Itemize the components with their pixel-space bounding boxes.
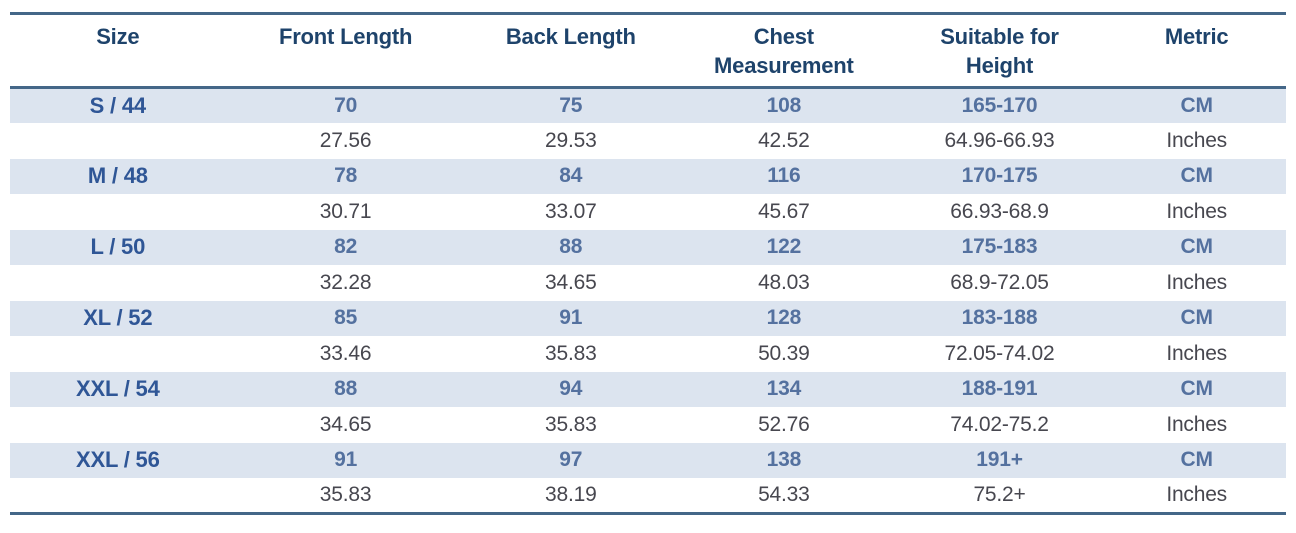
header-chest-measurement: Chest Measurement: [676, 13, 892, 89]
cell-size: [10, 194, 226, 230]
cell-front-length: 33.46: [225, 336, 466, 372]
row-l50-inches: 32.28 34.65 48.03 68.9-72.05 Inches: [10, 265, 1286, 301]
cell-size: [10, 336, 226, 372]
cell-size: [10, 123, 226, 159]
cell-metric: CM: [1107, 229, 1286, 265]
cell-height: 175-183: [891, 229, 1108, 265]
cell-height: 72.05-74.02: [891, 336, 1108, 372]
cell-chest: 42.52: [676, 123, 892, 159]
cell-back-length: 38.19: [465, 478, 677, 514]
size-chart: Size Front Length Back Length Chest Meas…: [10, 12, 1286, 515]
cell-chest: 138: [676, 442, 892, 478]
cell-back-length: 75: [465, 87, 677, 123]
header-metric: Metric: [1107, 13, 1286, 89]
row-xl52-inches: 33.46 35.83 50.39 72.05-74.02 Inches: [10, 336, 1286, 372]
cell-chest: 48.03: [676, 265, 892, 301]
row-s44-inches: 27.56 29.53 42.52 64.96-66.93 Inches: [10, 123, 1286, 159]
cell-size: XL / 52: [10, 300, 226, 336]
header-suitable-for-height: Suitable for Height: [891, 13, 1108, 89]
row-l50-cm: L / 50 82 88 122 175-183 CM: [10, 229, 1286, 265]
cell-metric: Inches: [1107, 478, 1286, 514]
cell-chest: 50.39: [676, 336, 892, 372]
header-row: Size Front Length Back Length Chest Meas…: [10, 13, 1286, 89]
cell-front-length: 32.28: [225, 265, 466, 301]
cell-metric: CM: [1107, 371, 1286, 407]
cell-chest: 54.33: [676, 478, 892, 514]
cell-front-length: 78: [225, 158, 466, 194]
cell-chest: 116: [676, 158, 892, 194]
header-size: Size: [10, 13, 226, 89]
header-back-length: Back Length: [465, 13, 677, 89]
cell-chest: 134: [676, 371, 892, 407]
cell-metric: Inches: [1107, 194, 1286, 230]
row-xxl56-inches: 35.83 38.19 54.33 75.2+ Inches: [10, 478, 1286, 514]
cell-front-length: 88: [225, 371, 466, 407]
cell-front-length: 34.65: [225, 407, 466, 443]
row-xl52-cm: XL / 52 85 91 128 183-188 CM: [10, 300, 1286, 336]
cell-height: 188-191: [891, 371, 1108, 407]
cell-height: 165-170: [891, 87, 1108, 123]
cell-height: 191+: [891, 442, 1108, 478]
cell-back-length: 35.83: [465, 336, 677, 372]
cell-chest: 45.67: [676, 194, 892, 230]
cell-back-length: 94: [465, 371, 677, 407]
cell-size: [10, 478, 226, 514]
cell-front-length: 85: [225, 300, 466, 336]
cell-chest: 128: [676, 300, 892, 336]
row-m48-inches: 30.71 33.07 45.67 66.93-68.9 Inches: [10, 194, 1286, 230]
cell-size: S / 44: [10, 87, 226, 123]
cell-height: 74.02-75.2: [891, 407, 1108, 443]
cell-front-length: 70: [225, 87, 466, 123]
row-m48-cm: M / 48 78 84 116 170-175 CM: [10, 158, 1286, 194]
cell-height: 64.96-66.93: [891, 123, 1108, 159]
cell-back-length: 33.07: [465, 194, 677, 230]
cell-metric: Inches: [1107, 123, 1286, 159]
row-xxl54-cm: XXL / 54 88 94 134 188-191 CM: [10, 371, 1286, 407]
cell-size: [10, 407, 226, 443]
header-front-length: Front Length: [225, 13, 466, 89]
cell-size: [10, 265, 226, 301]
cell-metric: Inches: [1107, 265, 1286, 301]
row-s44-cm: S / 44 70 75 108 165-170 CM: [10, 87, 1286, 123]
cell-chest: 108: [676, 87, 892, 123]
cell-size: XXL / 56: [10, 442, 226, 478]
cell-height: 183-188: [891, 300, 1108, 336]
row-xxl54-inches: 34.65 35.83 52.76 74.02-75.2 Inches: [10, 407, 1286, 443]
cell-size: L / 50: [10, 229, 226, 265]
size-chart-table: Size Front Length Back Length Chest Meas…: [10, 12, 1286, 515]
cell-back-length: 84: [465, 158, 677, 194]
cell-chest: 52.76: [676, 407, 892, 443]
cell-back-length: 35.83: [465, 407, 677, 443]
cell-front-length: 35.83: [225, 478, 466, 514]
cell-size: XXL / 54: [10, 371, 226, 407]
cell-back-length: 91: [465, 300, 677, 336]
cell-height: 66.93-68.9: [891, 194, 1108, 230]
cell-back-length: 29.53: [465, 123, 677, 159]
cell-height: 170-175: [891, 158, 1108, 194]
cell-front-length: 91: [225, 442, 466, 478]
cell-metric: CM: [1107, 158, 1286, 194]
cell-metric: CM: [1107, 87, 1286, 123]
cell-height: 75.2+: [891, 478, 1108, 514]
cell-front-length: 27.56: [225, 123, 466, 159]
cell-front-length: 30.71: [225, 194, 466, 230]
cell-chest: 122: [676, 229, 892, 265]
cell-metric: Inches: [1107, 336, 1286, 372]
row-xxl56-cm: XXL / 56 91 97 138 191+ CM: [10, 442, 1286, 478]
cell-height: 68.9-72.05: [891, 265, 1108, 301]
cell-back-length: 97: [465, 442, 677, 478]
cell-back-length: 34.65: [465, 265, 677, 301]
cell-metric: CM: [1107, 442, 1286, 478]
cell-front-length: 82: [225, 229, 466, 265]
cell-metric: Inches: [1107, 407, 1286, 443]
cell-back-length: 88: [465, 229, 677, 265]
cell-size: M / 48: [10, 158, 226, 194]
cell-metric: CM: [1107, 300, 1286, 336]
